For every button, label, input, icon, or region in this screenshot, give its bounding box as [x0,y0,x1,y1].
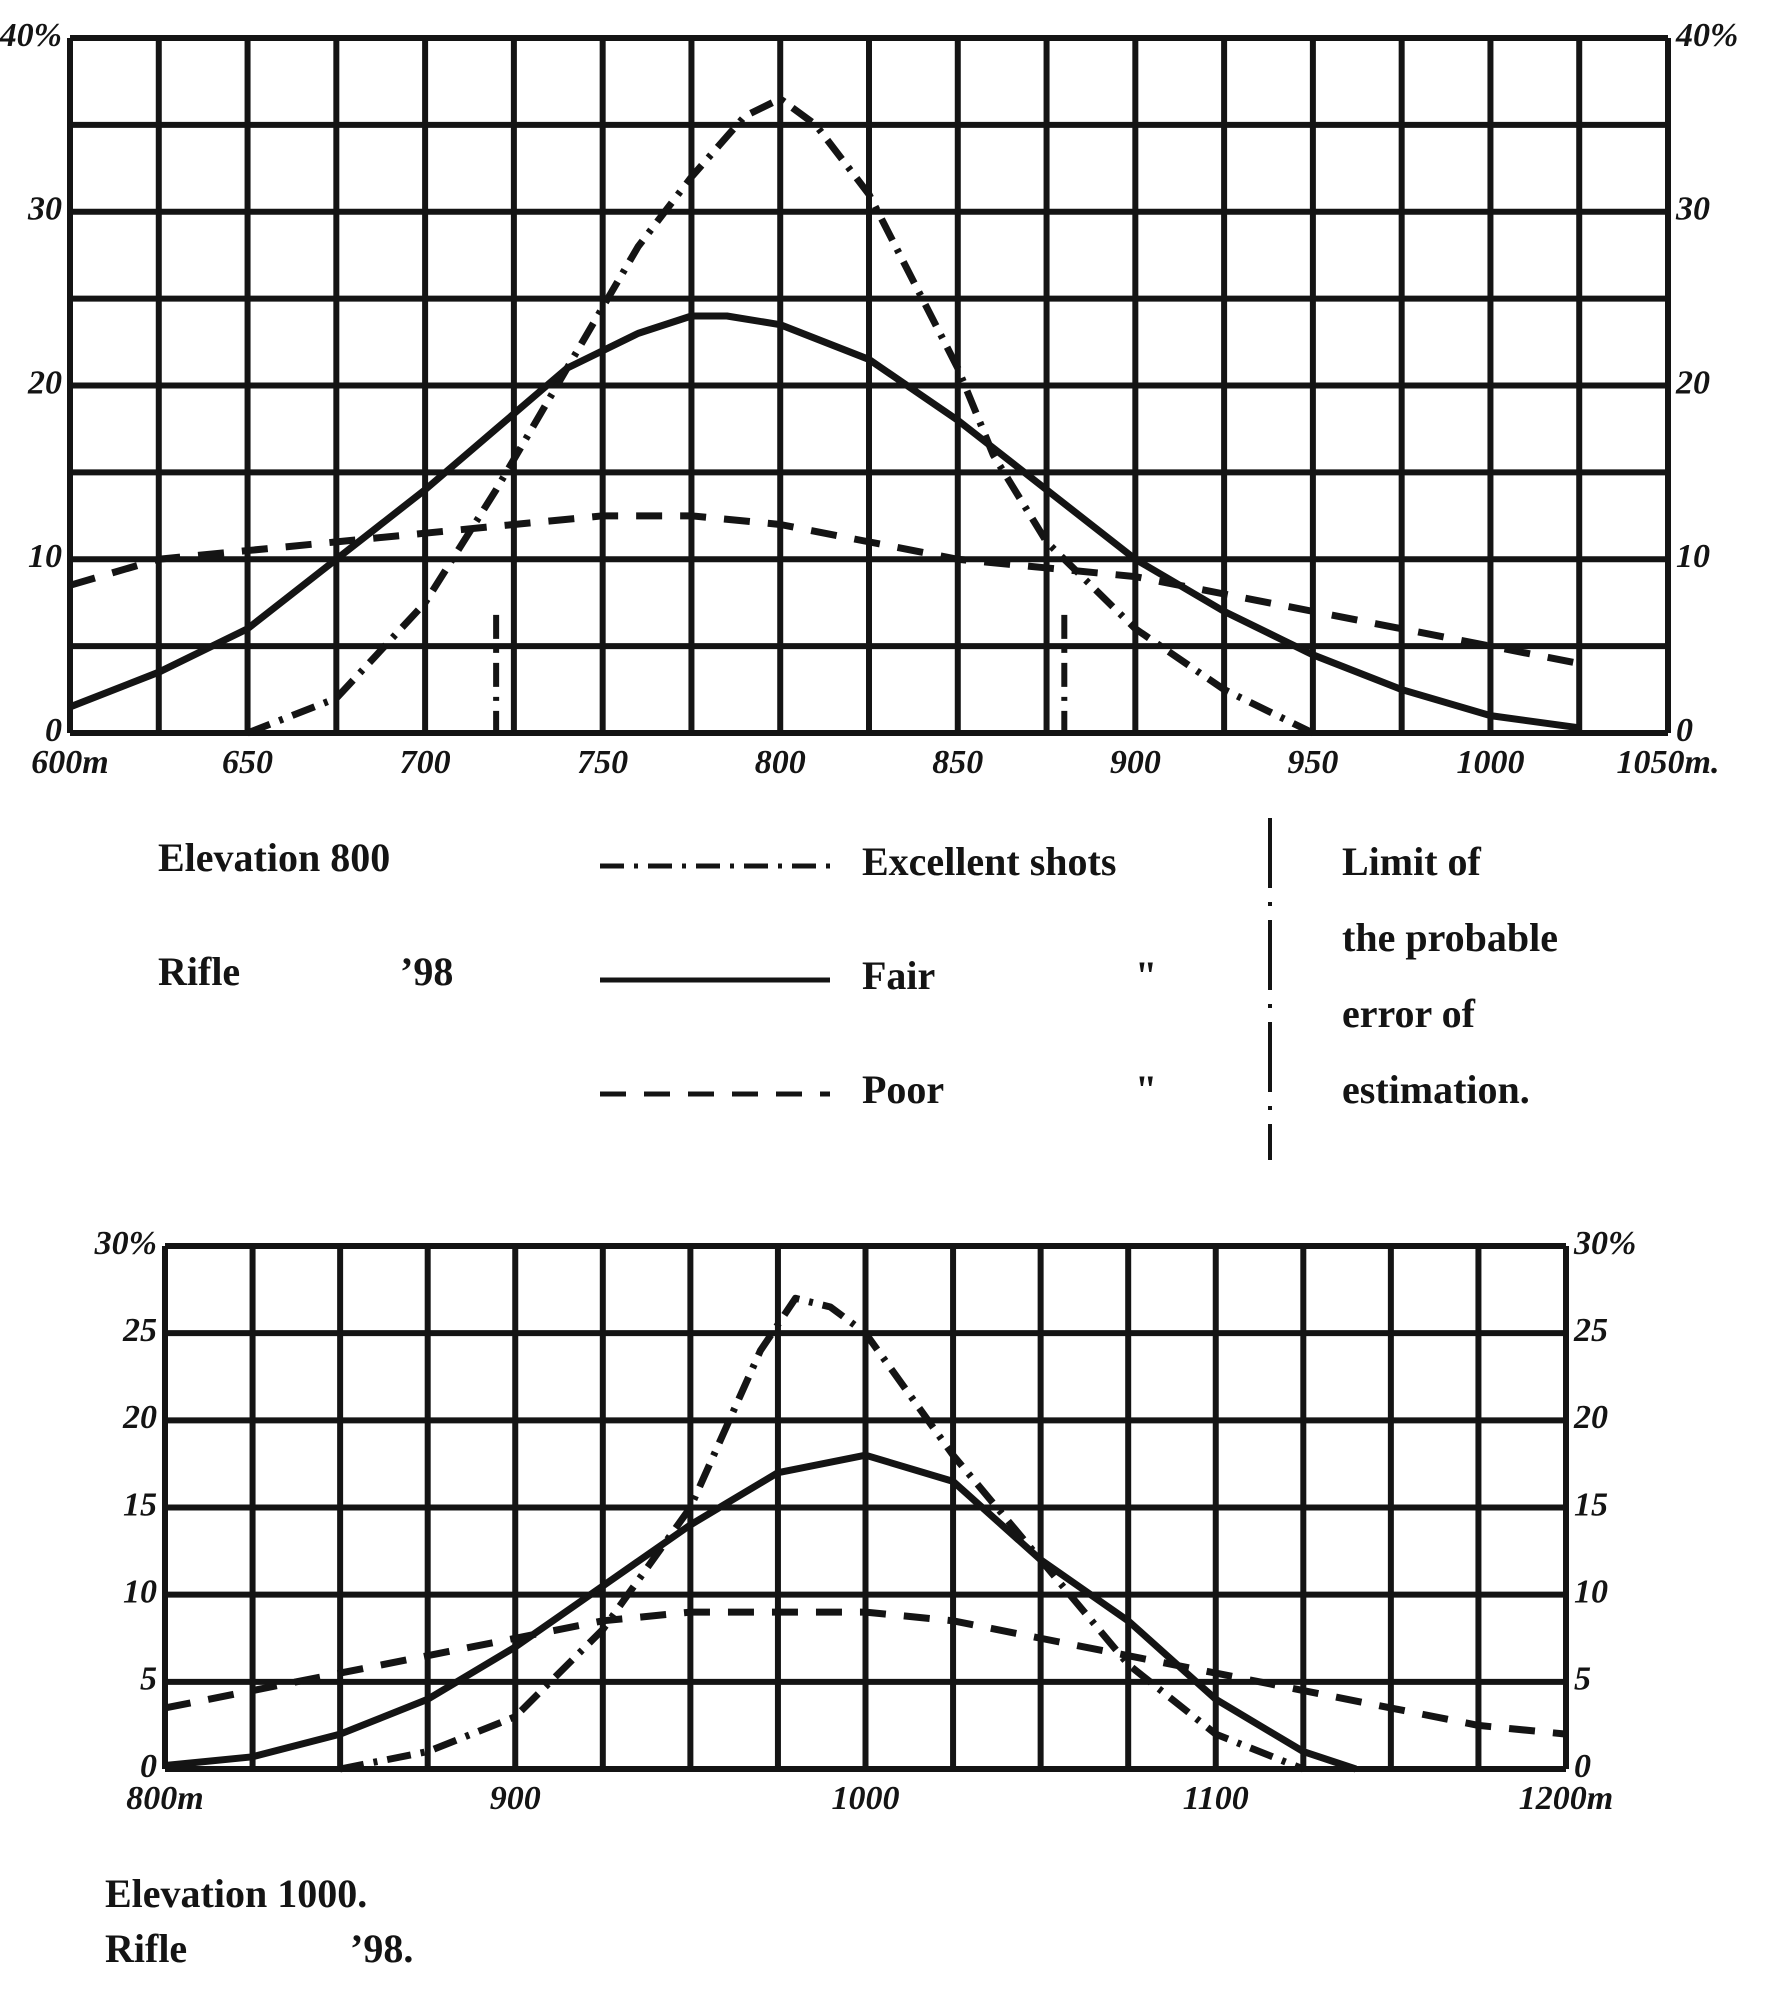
annotation: estimation. [1342,1067,1530,1112]
caption: ’98 [400,949,453,994]
series-line [339,1294,1305,1773]
x-tick-label: 750 [577,744,628,781]
y-tick-label: 30% [94,1225,157,1262]
caption: Rifle [158,949,240,994]
y-tick-label: 40% [0,17,62,54]
y-tick-label: 5 [140,1661,157,1698]
x-tick-label: 800 [755,744,806,781]
x-tick-label: 900 [490,1780,541,1817]
y-tick-label: 0 [140,1748,157,1785]
legend-label: Excellent shots [862,839,1116,884]
y-tick-label: 25 [122,1312,157,1349]
x-tick-label: 900 [1110,744,1161,781]
y2-tick-label: 30% [1573,1225,1636,1262]
x-tick-label: 800m [126,1780,203,1817]
x-tick-label: 1100 [1183,1780,1249,1817]
legend-label: Fair [862,953,935,998]
ditto: " [1135,1067,1157,1112]
y2-tick-label: 10 [1574,1573,1608,1610]
y-tick-label: 0 [45,712,62,749]
y2-tick-label: 5 [1574,1661,1591,1698]
chart: 0 0 10 10 20 20 30 30 40% 40% 600m 650 700 750 800 850 9… [0,17,1738,1160]
series-line [69,512,1580,667]
annotation: the probable [1342,915,1558,960]
x-tick-label: 600m [31,744,108,781]
x-tick-label: 1000 [1456,744,1524,781]
x-tick-label: 850 [932,744,983,781]
x-tick-label: 700 [400,744,451,781]
caption: Elevation 1000. [105,1871,367,1916]
y-tick-label: 20 [122,1399,157,1436]
y2-tick-label: 30 [1675,191,1710,228]
y2-tick-label: 0 [1574,1748,1591,1785]
y-tick-label: 20 [27,364,62,401]
y-tick-label: 10 [28,538,62,575]
y-tick-label: 10 [123,1573,157,1610]
caption: Elevation 800 [158,835,390,880]
y2-tick-label: 20 [1573,1399,1608,1436]
series-line [68,312,1580,732]
y2-tick-label: 0 [1676,712,1693,749]
legend-label: Poor [862,1067,944,1112]
ditto: " [1135,953,1157,998]
y2-tick-label: 40% [1675,17,1738,54]
y2-tick-label: 20 [1675,364,1710,401]
y2-tick-label: 15 [1574,1486,1608,1523]
series-line [164,1451,1357,1773]
y2-tick-label: 10 [1676,538,1710,575]
y2-tick-label: 25 [1573,1312,1608,1349]
series-line [246,95,1315,737]
annotation: Limit of [1342,839,1482,884]
x-tick-label: 950 [1287,744,1338,781]
y-tick-label: 30 [27,191,62,228]
annotation: error of [1342,991,1476,1036]
x-tick-label: 1000 [832,1780,900,1817]
x-tick-label: 1050m. [1617,744,1720,781]
caption: ’98. [350,1926,413,1971]
series-line [164,1608,1567,1738]
x-tick-label: 1200m [1519,1780,1613,1817]
x-tick-label: 650 [222,744,273,781]
y-tick-label: 15 [123,1486,157,1523]
chart: 0 0 5 5 10 10 15 15 20 20 25 25 30% 30% 800m 900 1000 110… [94,1225,1637,1971]
caption: Rifle [105,1926,187,1971]
